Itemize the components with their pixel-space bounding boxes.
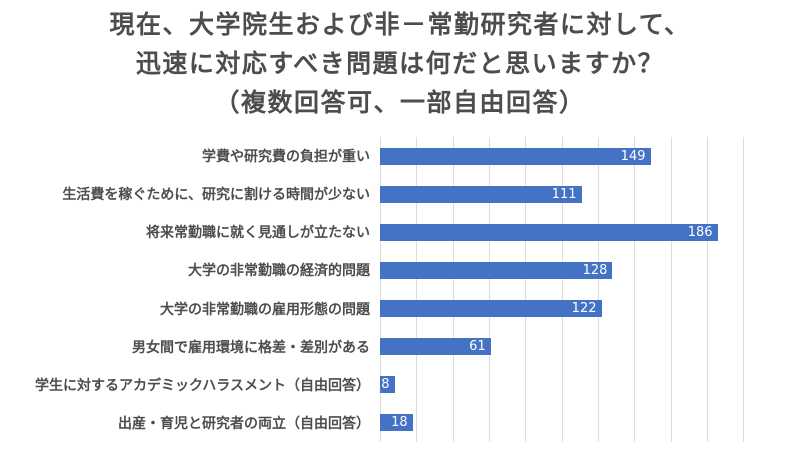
gridline: [416, 137, 418, 442]
bar-track: 186: [380, 223, 800, 241]
category-label: 大学の非常勤職の雇用形態の問題: [160, 300, 370, 317]
bar-row: 大学の非常勤職の経済的問題 128: [0, 251, 800, 289]
gridline: [380, 137, 381, 442]
bar-row: 生活費を稼ぐために、研究に割ける時間が少ない 111: [0, 175, 800, 213]
bar-row: 大学の非常勤職の雇用形態の問題 122: [0, 290, 800, 328]
bar-row: 学費や研究費の負担が重い 149: [0, 137, 800, 175]
category-label: 大学の非常勤職の経済的問題: [188, 262, 370, 279]
gridline: [706, 137, 708, 442]
bar-track: 61: [380, 338, 800, 356]
chart-title-line-1: 現在、大学院生および非－常勤研究者に対して、: [109, 11, 691, 39]
plot-gridlines: [380, 137, 783, 442]
bar: 128: [380, 261, 613, 279]
category-label: 学費や研究費の負担が重い: [202, 148, 370, 165]
bar: 18: [380, 414, 413, 432]
bar: 186: [380, 223, 718, 241]
bar: 149: [380, 147, 651, 165]
gridline: [597, 137, 599, 442]
bar: 122: [380, 300, 602, 318]
bar-track: 128: [380, 261, 800, 279]
value-label: 18: [391, 415, 408, 431]
value-label: 8: [381, 377, 390, 393]
gridline: [743, 137, 745, 442]
bar-track: 8: [380, 376, 800, 394]
bar-row: 男女間で雇用環境に格差・差別がある 61: [0, 328, 800, 366]
value-label: 128: [582, 262, 608, 278]
value-label: 111: [551, 186, 577, 202]
bar-track: 122: [380, 300, 800, 318]
category-label: 生活費を稼ぐために、研究に割ける時間が少ない: [62, 186, 370, 203]
bar-row: 将来常勤職に就く見通しが立たない 186: [0, 213, 800, 251]
value-label: 61: [469, 339, 486, 355]
chart-title-line-2: 迅速に対応すべき問題は何だと思いますか？: [135, 50, 665, 78]
bar: 61: [380, 338, 491, 356]
gridline: [488, 137, 490, 442]
bar-track: 18: [380, 414, 800, 432]
value-label: 122: [571, 301, 597, 317]
category-label: 男女間で雇用環境に格差・差別がある: [132, 338, 370, 355]
gridline: [561, 137, 563, 442]
gridline: [634, 137, 636, 442]
bar-row: 学生に対するアカデミックハラスメント（自由回答） 8: [0, 366, 800, 404]
category-label: 将来常勤職に就く見通しが立たない: [146, 224, 370, 241]
bar: 8: [380, 376, 395, 394]
bar-track: 149: [380, 147, 800, 165]
chart-title: 現在、大学院生および非－常勤研究者に対して、 迅速に対応すべき問題は何だと思いま…: [0, 6, 800, 123]
gridline: [452, 137, 454, 442]
chart-title-line-3: （複数回答可、一部自由回答）: [214, 89, 586, 117]
value-label: 149: [620, 148, 646, 164]
gridline: [670, 137, 672, 442]
bar-rows: 学費や研究費の負担が重い 149 生活費を稼ぐために、研究に割ける時間が少ない 111…: [0, 137, 800, 442]
category-label: 学生に対するアカデミックハラスメント（自由回答）: [34, 376, 370, 393]
bar: 111: [380, 185, 582, 203]
gridline: [525, 137, 527, 442]
category-label: 出産・育児と研究者の両立（自由回答）: [118, 414, 370, 431]
value-label: 186: [687, 224, 713, 240]
bar-row: 出産・育児と研究者の両立（自由回答） 18: [0, 404, 800, 442]
bar-track: 111: [380, 185, 800, 203]
